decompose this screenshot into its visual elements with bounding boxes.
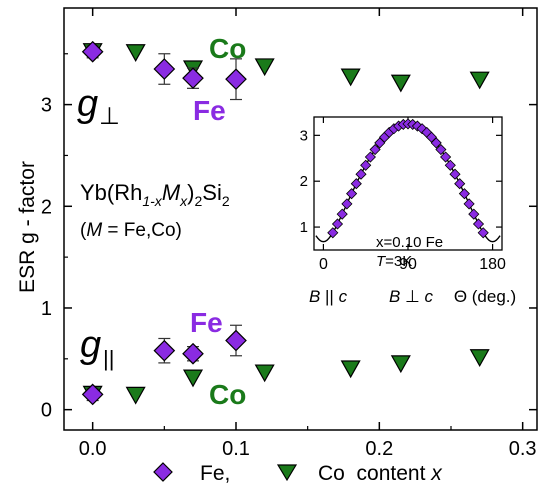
co-data-point bbox=[254, 58, 275, 77]
inset-data-point bbox=[327, 227, 339, 239]
fe-data-point bbox=[225, 68, 247, 91]
inset-label-theta: Θ (deg.) bbox=[454, 287, 516, 306]
inset-frame bbox=[313, 116, 503, 251]
inset-data-point bbox=[444, 159, 456, 171]
inset-data-point bbox=[458, 188, 470, 200]
legend-fe-label: Fe, bbox=[200, 462, 230, 485]
co-data-point bbox=[390, 355, 411, 374]
inset-y-tick-label: 2 bbox=[300, 173, 308, 190]
inset-data-point bbox=[440, 151, 452, 163]
fe-data-point bbox=[182, 342, 204, 365]
inset-data-point bbox=[364, 151, 376, 163]
co-data-point bbox=[254, 364, 275, 383]
co-data-point bbox=[469, 71, 490, 90]
inset-label-b-parallel: B || c bbox=[309, 287, 348, 306]
inset-data-point bbox=[336, 208, 348, 220]
x-tick-label: 0.0 bbox=[79, 438, 107, 460]
fe-label-top: Fe bbox=[193, 95, 226, 126]
inset-y-tick-label: 3 bbox=[300, 127, 308, 144]
x-tick-label: 0.2 bbox=[365, 438, 393, 460]
inset-data-point bbox=[360, 159, 372, 171]
legend-co-label: Co content x bbox=[318, 462, 443, 485]
inset-marks bbox=[315, 118, 501, 243]
fe-data-point bbox=[225, 329, 247, 352]
inset-y-tick-label: 1 bbox=[300, 219, 308, 236]
g-perp-subscript: ⊥ bbox=[99, 103, 120, 130]
legend: Fe, Co content x bbox=[153, 462, 443, 485]
legend-fe-marker bbox=[153, 462, 173, 482]
inset-x-tick-label: 90 bbox=[399, 256, 417, 273]
inset-data-point bbox=[341, 198, 353, 210]
co-label-top: Co bbox=[209, 33, 246, 64]
co-data-point bbox=[340, 68, 361, 87]
fe-data-point bbox=[153, 339, 176, 362]
y-axis-label: ESR g - factor bbox=[16, 161, 39, 293]
inset-data-point bbox=[468, 208, 480, 220]
inset-data-point bbox=[346, 188, 358, 200]
x-tick-label: 0.3 bbox=[509, 438, 537, 460]
y-tick-label: 3 bbox=[41, 95, 52, 117]
main-marks bbox=[81, 40, 490, 406]
plot-frame bbox=[63, 7, 538, 431]
legend-co-marker bbox=[276, 464, 298, 482]
inset-data-point bbox=[454, 178, 466, 190]
y-tick-label: 1 bbox=[41, 298, 52, 320]
inset-data-point bbox=[435, 143, 447, 156]
fe-data-point bbox=[153, 58, 176, 80]
inset-data-point bbox=[449, 168, 461, 180]
g-perp-label: g bbox=[77, 83, 98, 125]
fe-data-point bbox=[182, 67, 204, 90]
compound-m-definition: (M = Fe,Co) bbox=[80, 220, 182, 241]
inset-annotation-composition: x=0.10 Fe bbox=[376, 234, 443, 251]
g-par-subscript: || bbox=[103, 346, 114, 371]
co-label-bottom: Co bbox=[209, 379, 246, 410]
fe-data-point bbox=[81, 383, 104, 406]
co-data-point bbox=[390, 74, 411, 93]
fe-data-point bbox=[81, 40, 104, 63]
inset-x-tick-label: 0 bbox=[319, 256, 328, 273]
co-data-point bbox=[469, 349, 490, 368]
co-data-point bbox=[340, 360, 361, 379]
inset-data-point bbox=[463, 198, 475, 210]
inset-data-point bbox=[411, 120, 423, 132]
x-tick-label: 0.1 bbox=[222, 438, 250, 460]
inset-data-point bbox=[350, 178, 362, 190]
co-data-point bbox=[125, 44, 146, 62]
inset-data-point bbox=[430, 137, 442, 149]
inset-data-point bbox=[369, 143, 381, 156]
inset-axes: 0 90 180 1 2 3 bbox=[300, 116, 506, 273]
main-axes: 0.0 0.1 0.2 0.3 0 1 2 3 bbox=[41, 7, 538, 460]
y-tick-label: 2 bbox=[41, 196, 52, 218]
y-tick-label: 0 bbox=[41, 400, 52, 422]
inset-data-point bbox=[477, 227, 489, 239]
g-par-label: g bbox=[80, 324, 101, 366]
inset-data-point bbox=[472, 218, 485, 230]
co-data-point bbox=[182, 369, 204, 388]
compound-formula: Yb(Rh1-xMx)2Si2 bbox=[80, 180, 230, 209]
inset-data-point bbox=[331, 218, 344, 230]
inset-label-b-perpendicular: B ⊥ c bbox=[389, 287, 434, 306]
fe-label-bottom: Fe bbox=[190, 307, 223, 338]
inset-data-point bbox=[355, 168, 367, 180]
inset-annotation-temperature: T=3K bbox=[376, 253, 412, 270]
inset-x-tick-label: 180 bbox=[479, 256, 506, 273]
co-data-point bbox=[125, 386, 146, 405]
